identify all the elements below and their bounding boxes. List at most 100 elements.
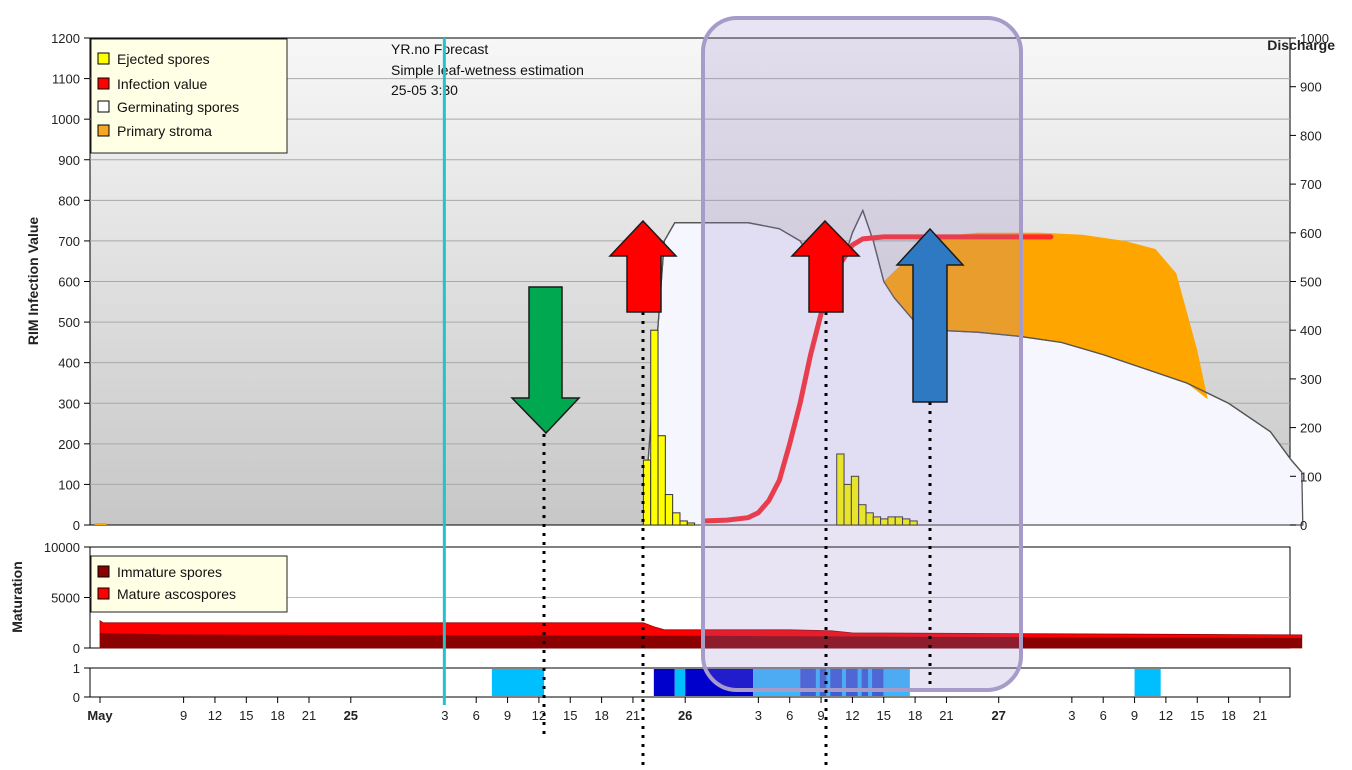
wetness-y-tick-label: 0 <box>73 690 80 705</box>
x-tick-label: 6 <box>786 708 793 723</box>
green-down-arrow <box>510 286 581 435</box>
right-y-tick-label: 200 <box>1300 421 1322 436</box>
highlight-window <box>701 16 1023 692</box>
main-y-axis-right: 0 100 200 300 400 500 600 700 800 900 1000 <box>1290 31 1329 533</box>
legend-item-infection-value: Infection value <box>97 76 207 92</box>
x-axis: May 9 12 15 18 21 25 3 6 9 12 15 18 21 26 3 6 9 12 15 18 21 27… <box>87 697 1267 723</box>
right-y-tick-label: 300 <box>1300 372 1322 387</box>
legend-item-germinating-spores: Germinating spores <box>97 99 239 115</box>
x-tick-label: 25 <box>344 708 358 723</box>
main-y-tick-label: 100 <box>58 477 80 492</box>
maturation-y-tick-label: 10000 <box>44 540 80 555</box>
wetness-stripe <box>815 669 820 696</box>
x-tick-label: May <box>87 708 113 723</box>
main-y-tick-label: 900 <box>58 153 80 168</box>
right-y-tick-label: 500 <box>1300 275 1322 290</box>
x-tick-label: 21 <box>939 708 953 723</box>
x-tick-label: 15 <box>877 708 891 723</box>
annotation-line-1: YR.no Forecast <box>391 41 488 57</box>
x-tick-label: 12 <box>1159 708 1173 723</box>
wetness-band <box>1134 669 1161 696</box>
right-y-tick-label: 800 <box>1300 128 1322 143</box>
main-legend: Ejected spores Infection value Germinati… <box>90 38 288 154</box>
wetness-band <box>491 669 545 696</box>
x-tick-label: 9 <box>1131 708 1138 723</box>
right-y-tick-label: 600 <box>1300 226 1322 241</box>
legend-item-ejected-spores: Ejected spores <box>97 51 210 67</box>
main-y-tick-label: 500 <box>58 315 80 330</box>
x-tick-label: 27 <box>991 708 1005 723</box>
maturation-y-tick-label: 5000 <box>51 591 80 606</box>
red-up-arrow-1 <box>608 219 678 313</box>
x-tick-label: 15 <box>239 708 253 723</box>
forecast-annotation: YR.no Forecast Simple leaf-wetness estim… <box>391 41 584 98</box>
germinating-spores-outline <box>642 208 1303 526</box>
main-y-axis-label: RIM Infection Value <box>25 217 41 346</box>
infection-value-line <box>703 234 1054 524</box>
wetness-band <box>674 669 686 696</box>
ejected-spores-bar <box>657 435 666 526</box>
right-y-tick-label: 100 <box>1300 469 1322 484</box>
x-tick-label: 12 <box>532 708 546 723</box>
main-y-tick-label: 1200 <box>51 31 80 46</box>
x-tick-label: 26 <box>678 708 692 723</box>
annotation-line-3: 25-05 3:30 <box>391 82 458 98</box>
legend-item-mature-ascospores: Mature ascospores <box>97 586 236 602</box>
maturation-series <box>99 619 1303 649</box>
right-y-tick-label: 700 <box>1300 177 1322 192</box>
wetness-stripe <box>857 669 862 696</box>
svg-text:Infection value: Infection value <box>117 76 207 92</box>
x-tick-label: 3 <box>1068 708 1075 723</box>
wetness-stripe <box>868 669 873 696</box>
main-y-tick-label: 600 <box>58 275 80 290</box>
wetness-series <box>491 669 1161 696</box>
x-tick-label: 21 <box>302 708 316 723</box>
x-tick-label: 12 <box>845 708 859 723</box>
x-tick-label: 6 <box>1100 708 1107 723</box>
ejected-spores-bar <box>664 494 674 526</box>
immature-spores-area <box>100 632 1302 648</box>
main-y-tick-label: 800 <box>58 193 80 208</box>
annotation-overlays <box>510 16 1023 770</box>
ejected-spores-bar <box>679 520 688 526</box>
ejected-spores-bar <box>909 520 918 526</box>
maturation-legend: Immature spores Mature ascospores <box>90 555 288 613</box>
ejected-spores-bar <box>672 512 681 526</box>
x-tick-label: 18 <box>594 708 608 723</box>
main-y-tick-label: 0 <box>73 518 80 533</box>
x-tick-label: 6 <box>473 708 480 723</box>
svg-text:Primary stroma: Primary stroma <box>117 123 212 139</box>
wetness-y-axis: 01 <box>73 661 90 705</box>
svg-text:Immature spores: Immature spores <box>117 564 222 580</box>
x-tick-label: 3 <box>441 708 448 723</box>
main-y-tick-label: 300 <box>58 396 80 411</box>
maturation-y-axis-label: Maturation <box>9 561 25 633</box>
dotted-guide-lines <box>542 312 932 770</box>
legend-item-immature-spores: Immature spores <box>97 564 222 580</box>
right-y-tick-label: 0 <box>1300 518 1307 533</box>
x-tick-label: 18 <box>1221 708 1235 723</box>
x-tick-label: 18 <box>908 708 922 723</box>
right-y-tick-label: 400 <box>1300 323 1322 338</box>
annotation-line-2: Simple leaf-wetness estimation <box>391 62 584 78</box>
red-up-arrow-2 <box>790 219 861 313</box>
right-y-tick-label: 1000 <box>1300 31 1329 46</box>
maturation-y-axis: 0 5000 10000 <box>44 540 90 656</box>
x-tick-label: 9 <box>180 708 187 723</box>
maturation-y-tick-label: 0 <box>73 641 80 656</box>
x-tick-label: 3 <box>755 708 762 723</box>
x-tick-label: 21 <box>1253 708 1267 723</box>
main-y-tick-label: 1000 <box>51 112 80 127</box>
wetness-band <box>653 669 675 696</box>
svg-text:Mature ascospores: Mature ascospores <box>117 586 236 602</box>
ejected-spores-bar <box>650 329 659 526</box>
x-tick-label: 21 <box>626 708 640 723</box>
x-tick-label: 18 <box>270 708 284 723</box>
main-y-tick-label: 200 <box>58 437 80 452</box>
legend-item-primary-stroma: Primary stroma <box>97 123 212 139</box>
main-y-axis: 0 100 200 300 400 500 600 700 800 900 1000 1100 1200 <box>51 31 90 533</box>
primary-stroma-start-mark <box>94 523 107 525</box>
wetness-stripe <box>826 669 831 696</box>
main-y-tick-label: 1100 <box>52 72 80 87</box>
